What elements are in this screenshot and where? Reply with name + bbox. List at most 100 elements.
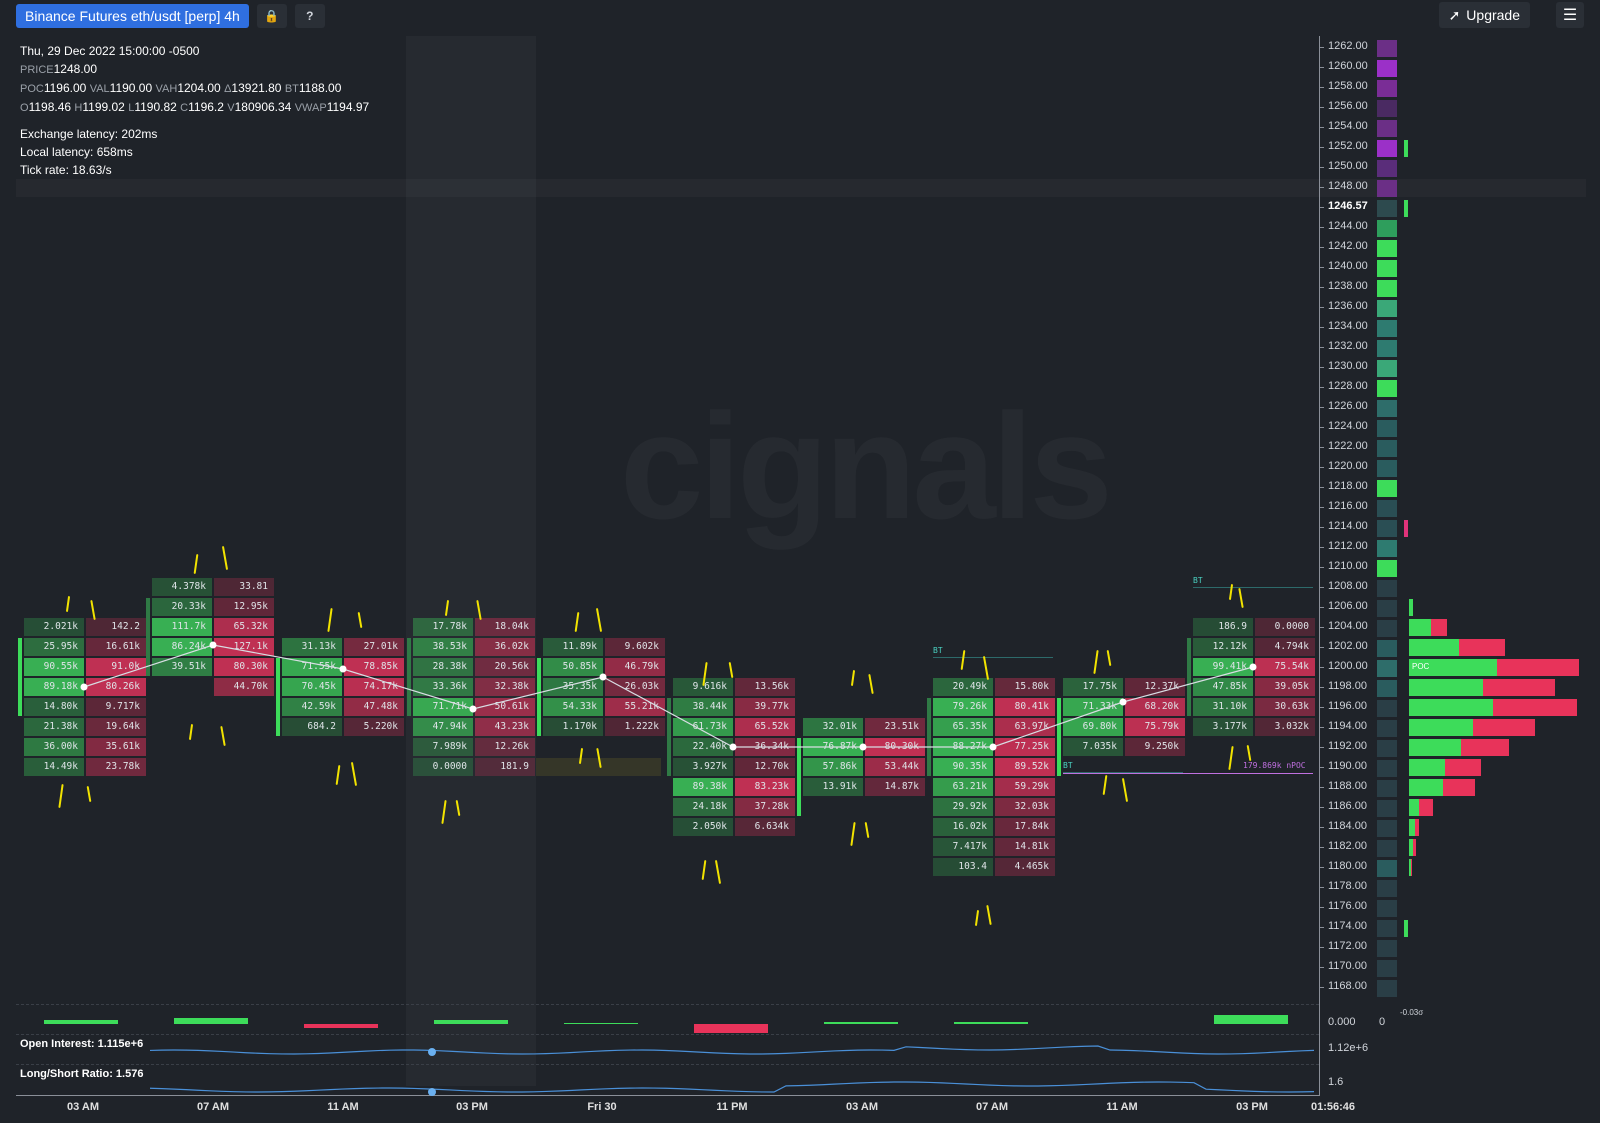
price-axis-label: 1172.00 <box>1328 940 1367 952</box>
ask-cell: 91.0k <box>86 658 146 676</box>
vp-ask-bar <box>1413 839 1416 856</box>
price-axis-label: 1242.00 <box>1328 240 1368 252</box>
price-axis-label: 1214.00 <box>1328 520 1368 532</box>
delta-axis-value: 0.000 <box>1328 1016 1356 1028</box>
bid-cell: 7.989k <box>413 738 473 756</box>
heat-cell <box>1377 820 1397 837</box>
ask-cell: 77.25k <box>995 738 1055 756</box>
vp-ask-bar <box>1415 819 1419 836</box>
ask-cell: 43.23k <box>475 718 535 736</box>
price-axis-label: 1222.00 <box>1328 440 1368 452</box>
market-title-button[interactable]: Binance Futures eth/usdt [perp] 4h <box>16 4 249 28</box>
ask-cell: 55.21k <box>605 698 665 716</box>
heat-cell <box>1377 520 1397 537</box>
heat-cell <box>1377 280 1397 297</box>
price-axis-label: 1194.00 <box>1328 720 1367 732</box>
annotation-stroke <box>220 725 226 747</box>
candle-body <box>667 698 671 776</box>
ask-cell: 39.77k <box>735 698 795 716</box>
lock-icon[interactable]: 🔒 <box>256 4 287 28</box>
vp-ask-bar <box>1443 779 1475 796</box>
candle-body <box>18 638 22 716</box>
ask-cell: 13.56k <box>735 678 795 696</box>
axis-tick <box>1319 727 1324 728</box>
vp-ask-bar <box>1461 739 1509 756</box>
vah-value: 1204.00 <box>177 81 221 95</box>
ask-cell: 9.250k <box>1125 738 1185 756</box>
val-value: 1190.00 <box>109 81 153 95</box>
price-axis-label: 1192.00 <box>1328 740 1367 752</box>
ask-cell: 44.70k <box>214 678 274 696</box>
vwap-value: 1194.97 <box>326 100 370 114</box>
delta-side-value: 0 <box>1379 1016 1386 1028</box>
ask-cell: 80.26k <box>86 678 146 696</box>
bid-cell: 71.71k <box>413 698 473 716</box>
vp-bid-bar <box>1409 599 1413 616</box>
vp-ask-bar <box>1493 699 1577 716</box>
info-panel: Thu, 29 Dec 2022 15:00:00 -0500 PRICE124… <box>20 42 369 179</box>
annotation-stroke <box>65 595 71 613</box>
bid-cell: 76.87k <box>803 738 863 756</box>
bid-cell: 79.26k <box>933 698 993 716</box>
annotation-stroke <box>188 723 194 741</box>
axis-tick <box>1319 627 1324 628</box>
help-icon[interactable]: ? <box>294 4 325 28</box>
price-axis-label: 1262.00 <box>1328 40 1368 52</box>
price-axis-label: 1234.00 <box>1328 320 1368 332</box>
price-axis-label: 1236.00 <box>1328 300 1368 312</box>
bid-cell: 31.10k <box>1193 698 1253 716</box>
bid-cell: 25.95k <box>24 638 84 656</box>
heat-cell <box>1377 700 1397 717</box>
vp-bid-bar <box>1409 619 1431 636</box>
current-time-label: 01:56:46 <box>1310 1101 1356 1113</box>
annotation-stroke <box>868 673 874 695</box>
heat-cell <box>1377 140 1397 157</box>
axis-tick <box>1319 747 1324 748</box>
annotation-stroke <box>335 764 341 786</box>
ask-cell: 0.0000 <box>1255 618 1315 636</box>
price-axis-label: 1176.00 <box>1328 900 1367 912</box>
axis-tick <box>1319 787 1324 788</box>
price-axis-label: 1258.00 <box>1328 80 1368 92</box>
bid-cell: 38.44k <box>673 698 733 716</box>
bid-cell: 57.86k <box>803 758 863 776</box>
price-axis-label: 1178.00 <box>1328 880 1367 892</box>
heat-cell <box>1377 320 1397 337</box>
heat-mark <box>1404 200 1408 217</box>
vp-ask-bar <box>1431 619 1447 636</box>
ask-cell: 30.63k <box>1255 698 1315 716</box>
bt-marker: BT <box>1063 761 1073 770</box>
open-interest-axis-value: 1.12e+6 <box>1328 1042 1369 1054</box>
candle-body <box>1057 698 1061 776</box>
price-axis-label: 1182.00 <box>1328 840 1367 852</box>
vp-bid-bar <box>1409 799 1419 816</box>
annotation-stroke <box>982 656 990 680</box>
time-axis-label: 03 PM <box>456 1101 488 1113</box>
hamburger-icon[interactable]: ☰ <box>1556 2 1584 28</box>
axis-tick <box>1319 127 1324 128</box>
annotation-stroke <box>1102 774 1108 796</box>
ask-cell: 80.41k <box>995 698 1055 716</box>
heat-cell <box>1377 540 1397 557</box>
annotation-stroke <box>90 599 96 621</box>
vp-ask-bar <box>1497 659 1579 676</box>
annotation-stroke <box>58 783 64 809</box>
npoc-label: 179.869k nPOC <box>1243 761 1306 770</box>
bt-line <box>933 657 1053 658</box>
time-axis-label: 07 AM <box>976 1101 1008 1113</box>
axis-tick <box>1319 487 1324 488</box>
price-axis-label: 1224.00 <box>1328 420 1368 432</box>
annotation-stroke <box>1228 745 1234 771</box>
annotation-stroke <box>701 859 707 881</box>
tick-rate: Tick rate: 18.63/s <box>20 163 112 177</box>
price-axis-label: 1226.00 <box>1328 400 1368 412</box>
price-axis-label: 1204.00 <box>1328 620 1368 632</box>
price-axis-label: 1232.00 <box>1328 340 1368 352</box>
vp-ask-bar <box>1473 719 1535 736</box>
upgrade-button[interactable]: ➚ Upgrade <box>1438 2 1530 28</box>
axis-tick <box>1319 947 1324 948</box>
candle-body <box>146 598 150 676</box>
axis-tick <box>1319 907 1324 908</box>
axis-tick <box>1319 847 1324 848</box>
bt-marker: BT <box>933 646 943 655</box>
